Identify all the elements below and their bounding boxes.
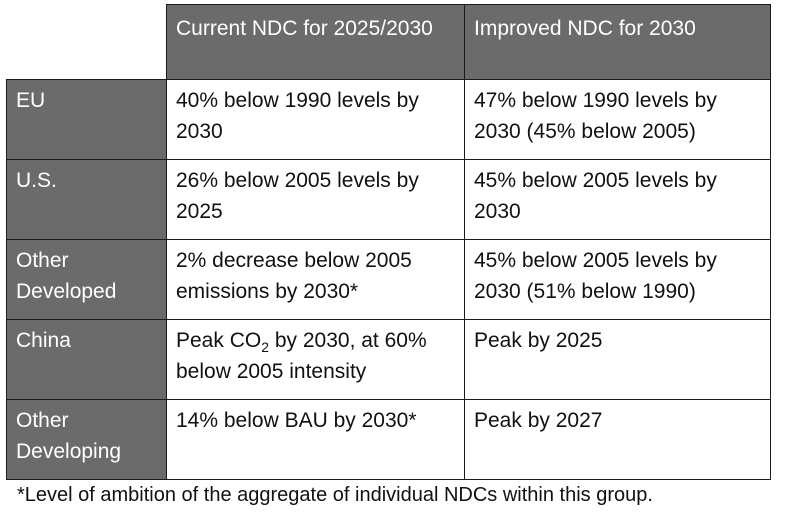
header-improved-ndc: Improved NDC for 2030 — [464, 4, 771, 80]
cell-us-current: 26% below 2005 levels by 2025 — [166, 159, 465, 240]
ndc-comparison-table-wrapper: Current NDC for 2025/2030 Improved NDC f… — [6, 4, 771, 480]
table-row-us: U.S. 26% below 2005 levels by 2025 45% b… — [6, 159, 771, 240]
cell-china-improved: Peak by 2025 — [464, 319, 771, 400]
cell-eu-current: 40% below 1990 levels by 2030 — [166, 79, 465, 160]
header-row: Current NDC for 2025/2030 Improved NDC f… — [6, 4, 771, 80]
china-current-text-start: Peak CO — [176, 329, 262, 352]
co2-subscript: 2 — [261, 339, 269, 356]
row-label-other-developing: Other Developing — [6, 399, 167, 480]
row-label-eu: EU — [6, 79, 167, 160]
table-row-china: China Peak CO2 by 2030, at 60% below 200… — [6, 319, 771, 400]
header-current-ndc: Current NDC for 2025/2030 — [166, 4, 465, 80]
cell-other-developed-current: 2% decrease below 2005 emissions by 2030… — [166, 239, 465, 320]
footnote: *Level of ambition of the aggregate of i… — [17, 484, 653, 506]
row-label-us: U.S. — [6, 159, 167, 240]
table-row-eu: EU 40% below 1990 levels by 2030 47% bel… — [6, 79, 771, 160]
cell-china-current: Peak CO2 by 2030, at 60% below 2005 inte… — [166, 319, 465, 400]
row-label-china: China — [6, 319, 167, 400]
china-current-text-end: by 2030, at 60% below 2005 intensity — [176, 329, 427, 383]
corner-header-cell — [6, 4, 167, 80]
cell-eu-improved: 47% below 1990 levels by 2030 (45% below… — [464, 79, 771, 160]
row-label-other-developed: Other Developed — [6, 239, 167, 320]
cell-other-developing-current: 14% below BAU by 2030* — [166, 399, 465, 480]
table-row-other-developed: Other Developed 2% decrease below 2005 e… — [6, 239, 771, 320]
cell-other-developed-improved: 45% below 2005 levels by 2030 (51% below… — [464, 239, 771, 320]
ndc-comparison-table: Current NDC for 2025/2030 Improved NDC f… — [6, 4, 771, 480]
cell-other-developing-improved: Peak by 2027 — [464, 399, 771, 480]
table-row-other-developing: Other Developing 14% below BAU by 2030* … — [6, 399, 771, 480]
cell-us-improved: 45% below 2005 levels by 2030 — [464, 159, 771, 240]
